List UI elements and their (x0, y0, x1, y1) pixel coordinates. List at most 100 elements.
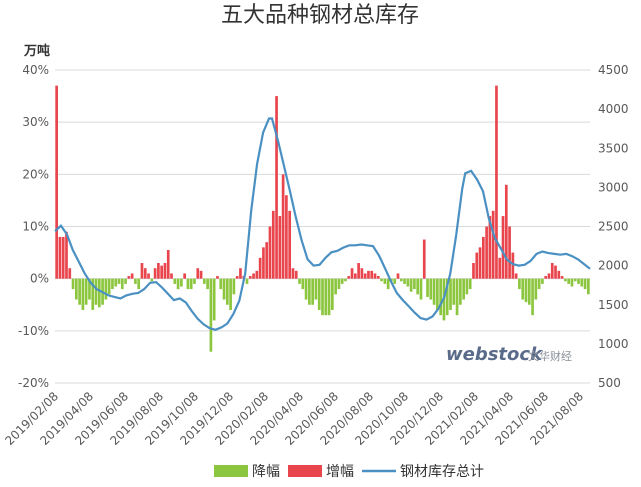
increase-bar (239, 268, 242, 279)
chart-title: 五大品种钢材总库存 (221, 3, 419, 28)
decrease-bar (426, 278, 429, 297)
decrease-bar (468, 278, 472, 290)
decrease-bar (432, 278, 436, 305)
increase-bar (396, 273, 400, 279)
decrease-bar (308, 278, 311, 305)
decrease-bar (439, 278, 443, 316)
increase-bar (140, 263, 144, 279)
decrease-bar (583, 278, 587, 290)
increase-bar (294, 270, 298, 279)
increase-bar (268, 226, 272, 279)
increase-bar (367, 270, 370, 279)
decrease-bar (445, 278, 449, 316)
increase-bar (216, 276, 219, 279)
decrease-bar (245, 278, 249, 284)
right-tick-label: 3500 (598, 141, 629, 155)
decrease-bar (419, 278, 423, 300)
decrease-bar (124, 278, 127, 284)
watermark-cn: 文华财经 (528, 349, 572, 363)
increase-bar (472, 263, 475, 279)
decrease-bar (206, 278, 209, 290)
decrease-bar (321, 278, 324, 316)
left-tick-label: 20% (22, 167, 49, 181)
increase-bar (353, 273, 357, 279)
decrease-bar (531, 278, 534, 316)
decrease-bar (416, 278, 420, 295)
decrease-bar (120, 278, 124, 290)
change-bars (55, 85, 590, 352)
increase-bar (478, 247, 482, 279)
decrease-bar (524, 278, 528, 303)
decrease-bar (225, 278, 229, 305)
decrease-bar (413, 278, 416, 290)
increase-bar (557, 270, 561, 279)
increase-bar (65, 231, 68, 279)
increase-bar (160, 265, 164, 279)
increase-bar (248, 276, 252, 279)
right-tick-label: 2500 (598, 220, 629, 234)
decrease-bar (314, 278, 318, 300)
increase-bar (422, 239, 426, 279)
increase-bar (508, 226, 511, 279)
decrease-bar (78, 278, 81, 305)
decrease-bar (429, 278, 433, 300)
right-tick-label: 500 (598, 376, 621, 390)
left-tick-label: -20% (18, 376, 49, 390)
increase-bar (157, 263, 160, 279)
decrease-bar (219, 278, 223, 290)
increase-bar (547, 273, 551, 279)
decrease-bar (337, 278, 341, 290)
increase-bar (370, 270, 374, 279)
increase-bar (265, 242, 269, 279)
increase-bar (373, 273, 377, 279)
decrease-bar (134, 278, 137, 284)
decrease-bar (383, 278, 387, 284)
decrease-bar (344, 278, 347, 282)
increase-bar (491, 210, 495, 279)
increase-bar (127, 276, 131, 279)
increase-bar (347, 276, 351, 279)
increase-bar (495, 85, 498, 279)
decrease-bar (406, 278, 410, 287)
increase-bar (278, 216, 282, 279)
decrease-bar (455, 278, 459, 316)
decrease-bar (91, 278, 95, 310)
increase-bar (360, 268, 364, 279)
decrease-bar (436, 278, 439, 310)
increase-bar (235, 276, 239, 279)
right-tick-label: 2000 (598, 259, 629, 273)
decrease-bar (150, 278, 154, 282)
increase-bar (350, 268, 354, 279)
increase-bar (514, 273, 518, 279)
decrease-bar (331, 278, 334, 310)
decrease-bar (180, 278, 183, 287)
decrease-bar (567, 278, 571, 284)
decrease-bar (317, 278, 321, 310)
decrease-bar (334, 278, 337, 295)
right-tick-label: 1500 (598, 298, 629, 312)
legend-swatch-increase (288, 465, 322, 477)
decrease-bar (324, 278, 328, 316)
inventory-line (54, 117, 591, 331)
decrease-bar (114, 278, 118, 287)
decrease-bar (327, 278, 331, 316)
left-tick-label: 10% (22, 220, 49, 234)
decrease-bar (232, 278, 236, 295)
increase-bar (143, 268, 147, 279)
decrease-bar (74, 278, 78, 300)
increase-bar (288, 210, 292, 279)
increase-bar (196, 268, 200, 279)
gridlines (55, 69, 590, 384)
right-tick-label: 4000 (598, 102, 629, 116)
decrease-bar (104, 278, 108, 300)
decrease-bar (117, 278, 121, 284)
decrease-bar (541, 278, 544, 284)
increase-bar (130, 273, 134, 279)
increase-bar (262, 247, 265, 279)
increase-bar (544, 276, 548, 279)
decrease-bar (81, 278, 85, 310)
decrease-bar (449, 278, 452, 310)
increase-bar (554, 265, 557, 279)
